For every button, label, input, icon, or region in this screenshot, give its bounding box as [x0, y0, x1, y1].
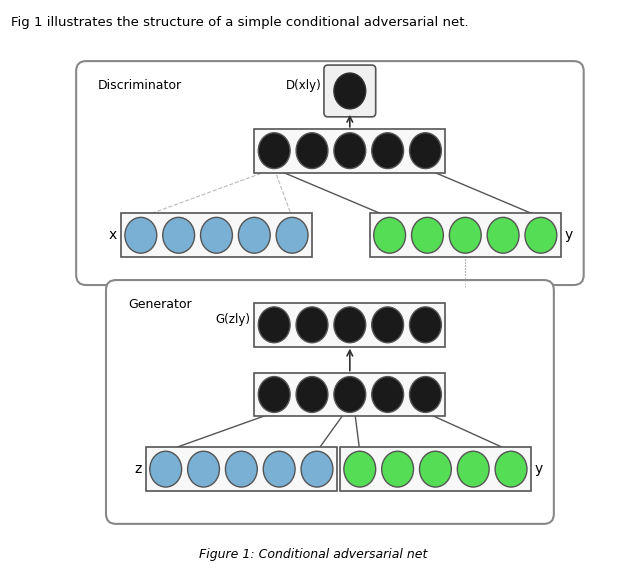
- Text: G(zly): G(zly): [215, 313, 250, 327]
- Ellipse shape: [525, 218, 557, 253]
- Ellipse shape: [296, 133, 328, 169]
- Ellipse shape: [334, 307, 366, 343]
- Text: z: z: [134, 462, 142, 476]
- Ellipse shape: [372, 133, 404, 169]
- FancyBboxPatch shape: [76, 61, 584, 285]
- Bar: [255, 129, 445, 173]
- Text: Discriminator: Discriminator: [98, 79, 182, 92]
- Ellipse shape: [258, 133, 290, 169]
- Ellipse shape: [334, 133, 366, 169]
- Ellipse shape: [457, 451, 489, 487]
- Ellipse shape: [334, 73, 366, 109]
- Ellipse shape: [125, 218, 157, 253]
- Ellipse shape: [226, 451, 257, 487]
- Ellipse shape: [495, 451, 527, 487]
- Ellipse shape: [374, 218, 406, 253]
- Ellipse shape: [409, 376, 441, 412]
- Ellipse shape: [382, 451, 414, 487]
- Ellipse shape: [334, 376, 366, 412]
- Ellipse shape: [296, 307, 328, 343]
- Ellipse shape: [296, 376, 328, 412]
- Text: y: y: [565, 229, 573, 242]
- Bar: [340, 447, 531, 491]
- Ellipse shape: [276, 218, 308, 253]
- Bar: [146, 447, 337, 491]
- Ellipse shape: [372, 307, 404, 343]
- Ellipse shape: [238, 218, 270, 253]
- Ellipse shape: [301, 451, 333, 487]
- Ellipse shape: [258, 307, 290, 343]
- Ellipse shape: [150, 451, 182, 487]
- Ellipse shape: [372, 376, 404, 412]
- FancyBboxPatch shape: [106, 280, 554, 524]
- Bar: [255, 303, 445, 347]
- Ellipse shape: [450, 218, 481, 253]
- Ellipse shape: [258, 376, 290, 412]
- Ellipse shape: [419, 451, 451, 487]
- Bar: [370, 213, 561, 257]
- Ellipse shape: [409, 307, 441, 343]
- Ellipse shape: [487, 218, 519, 253]
- Text: x: x: [108, 229, 117, 242]
- Ellipse shape: [187, 451, 219, 487]
- Ellipse shape: [163, 218, 194, 253]
- Ellipse shape: [344, 451, 376, 487]
- Text: Figure 1: Conditional adversarial net: Figure 1: Conditional adversarial net: [199, 548, 428, 561]
- Ellipse shape: [201, 218, 233, 253]
- Ellipse shape: [409, 133, 441, 169]
- Ellipse shape: [263, 451, 295, 487]
- FancyBboxPatch shape: [324, 65, 376, 117]
- Bar: [121, 213, 312, 257]
- Text: Fig 1 illustrates the structure of a simple conditional adversarial net.: Fig 1 illustrates the structure of a sim…: [11, 16, 469, 30]
- Text: Generator: Generator: [128, 298, 191, 311]
- Bar: [255, 372, 445, 416]
- Text: D(xly): D(xly): [286, 79, 322, 92]
- Ellipse shape: [411, 218, 443, 253]
- Text: y: y: [535, 462, 543, 476]
